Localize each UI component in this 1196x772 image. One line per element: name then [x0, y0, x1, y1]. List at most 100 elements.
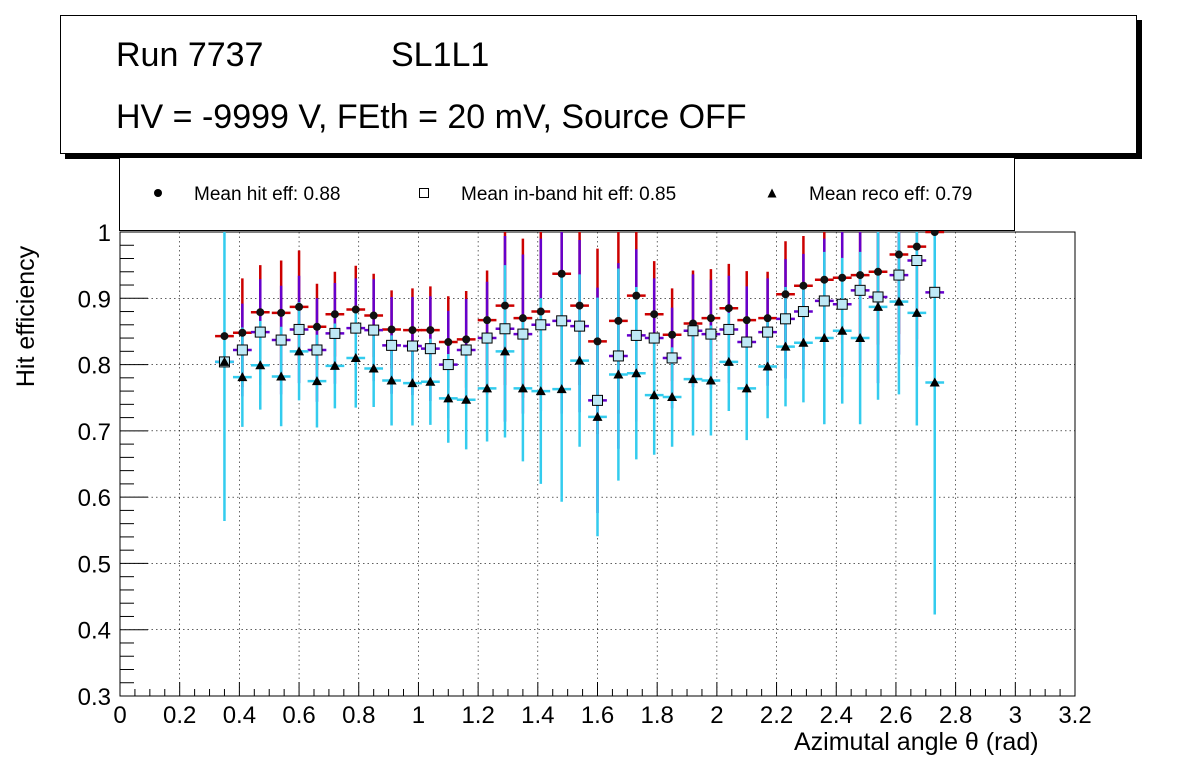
hit-eff-point — [820, 275, 829, 284]
inband-eff-point — [666, 352, 678, 364]
reco-eff-point — [911, 307, 922, 317]
inband-eff-point — [517, 328, 529, 340]
reco-eff-point — [311, 376, 322, 386]
hit-eff-point — [408, 326, 417, 335]
inband-eff-point — [780, 313, 792, 325]
reco-eff-point — [613, 369, 624, 379]
y-tick-label: 0.8 — [78, 353, 111, 380]
reco-eff-point — [574, 355, 585, 365]
inband-eff-point — [911, 255, 923, 267]
inband-eff-point — [762, 326, 774, 338]
hit-eff-point — [557, 269, 566, 278]
reco-eff-point — [425, 376, 436, 386]
inband-eff-point — [254, 326, 266, 338]
hit-eff-point — [763, 314, 772, 323]
reco-eff-point — [329, 360, 340, 370]
hit-eff-point — [593, 337, 602, 346]
reco-eff-point — [350, 352, 361, 362]
legend-inband-eff: Mean in-band hit eff: 0.85 — [461, 184, 677, 205]
hit-eff-point — [874, 267, 883, 276]
reco-eff-point — [631, 368, 642, 378]
inband-eff-point — [499, 323, 511, 335]
inband-eff-point — [442, 359, 454, 371]
hit-eff-point — [500, 301, 509, 310]
reco-eff-point — [294, 346, 305, 356]
inband-eff-point — [648, 332, 660, 344]
reco-eff-point — [499, 346, 510, 356]
x-tick-label: 2.8 — [939, 702, 972, 729]
reco-eff-point — [929, 377, 940, 387]
inband-eff-point — [797, 306, 809, 318]
legend: Mean hit eff: 0.88 Mean in-band hit eff:… — [119, 157, 1015, 231]
x-tick-label: 2.6 — [879, 702, 912, 729]
hit-eff-point — [799, 281, 808, 290]
inband-eff-point — [612, 350, 624, 362]
reco-eff-point — [237, 372, 248, 382]
hit-eff-point — [426, 326, 435, 335]
x-tick-label: 3.2 — [1058, 702, 1091, 729]
legend-circle-marker — [154, 189, 162, 197]
y-axis-title: Hit efficiency — [12, 245, 41, 388]
hit-eff-point — [369, 311, 378, 320]
hit-eff-point — [706, 314, 715, 323]
axis-ticks: 0 0.2 0.4 0.6 0.8 1 1.2 1.4 1.6 1.8 2 2.2 2.4 2.6 2.8 3… — [78, 220, 1092, 729]
inband-eff-point — [687, 325, 699, 337]
reco-eff-point — [837, 325, 848, 335]
reco-eff-point — [517, 383, 528, 393]
x-tick-label: 2.2 — [760, 702, 793, 729]
reco-eff-point — [556, 384, 567, 394]
inband-eff-point — [592, 394, 603, 406]
hit-eff-point — [277, 308, 286, 317]
inband-eff-point — [854, 284, 866, 296]
hit-eff-point — [462, 335, 471, 344]
x-tick-label: 2 — [710, 702, 723, 729]
inband-eff-point — [350, 322, 362, 334]
reco-eff-point — [461, 394, 472, 404]
hit-eff-point — [387, 325, 396, 334]
x-tick-label: 0.8 — [342, 702, 375, 729]
inband-eff-point — [836, 298, 848, 310]
inband-eff-point — [893, 269, 905, 281]
hit-eff-point — [724, 304, 733, 313]
hit-eff-point — [351, 305, 360, 314]
hit-eff-point — [781, 290, 790, 299]
conditions-label: HV = -9999 V, FEth = 20 mV, Source OFF — [116, 98, 747, 136]
x-tick-label: 1.2 — [461, 702, 494, 729]
reco-eff-point — [688, 374, 698, 384]
hit-eff-point — [838, 273, 847, 282]
inband-eff-point — [311, 344, 323, 356]
hit-eff-point — [483, 316, 492, 325]
inband-eff-point — [481, 332, 493, 344]
y-tick-label: 0.9 — [78, 286, 111, 313]
inband-eff-point — [535, 319, 547, 331]
inband-eff-point — [460, 344, 472, 356]
y-tick-label: 0.7 — [78, 419, 111, 446]
hit-eff-point — [295, 302, 304, 311]
hit-eff-point — [444, 338, 453, 347]
hit-eff-point — [632, 291, 641, 300]
x-tick-label: 0 — [113, 702, 126, 729]
hit-eff-point — [742, 316, 751, 325]
reco-eff-point — [219, 356, 230, 366]
x-tick-label: 0.6 — [282, 702, 315, 729]
inband-eff-point — [236, 344, 248, 356]
reco-eff-point — [255, 360, 266, 370]
reco-eff-point — [762, 361, 773, 371]
hit-eff-point — [312, 322, 321, 331]
legend-triangle-marker — [767, 188, 777, 198]
inband-eff-point — [556, 315, 568, 327]
run-label: Run 7737 — [116, 36, 264, 74]
legend-square-marker — [419, 188, 429, 198]
y-tick-label: 0.4 — [78, 618, 111, 645]
hit-eff-point — [912, 242, 921, 251]
inband-eff-point — [368, 324, 380, 336]
reco-eff-point — [873, 301, 884, 311]
reco-eff-point — [368, 363, 379, 373]
reco-eff-point — [482, 383, 493, 393]
hit-eff-point — [238, 328, 247, 337]
inband-eff-point — [741, 336, 753, 348]
reco-eff-point — [592, 411, 603, 421]
reco-eff-point — [819, 333, 830, 343]
hit-eff-point — [536, 307, 545, 316]
